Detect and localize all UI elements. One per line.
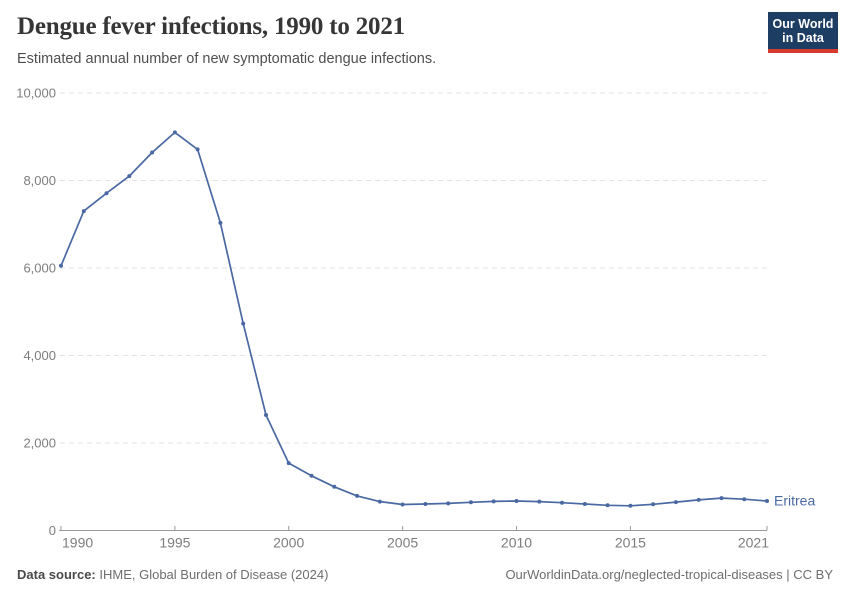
- x-tick-label: 2015: [615, 535, 646, 551]
- data-point: [651, 502, 656, 507]
- data-point: [582, 502, 587, 506]
- data-point: [765, 499, 769, 503]
- data-point: [241, 321, 246, 326]
- data-point: [81, 209, 86, 214]
- owid-logo-line2: in Data: [782, 31, 824, 45]
- series-label: Eritrea: [774, 493, 815, 509]
- data-point: [195, 147, 200, 152]
- data-point: [560, 500, 564, 505]
- data-source-label: Data source:: [17, 567, 96, 582]
- data-point: [719, 496, 724, 501]
- x-tick-label: 2005: [387, 535, 418, 551]
- data-point: [286, 461, 291, 466]
- y-tick-label: 0: [49, 523, 56, 538]
- data-point: [127, 174, 132, 179]
- data-point: [673, 500, 678, 505]
- data-point: [377, 499, 382, 504]
- data-source: Data source: IHME, Global Burden of Dise…: [17, 567, 328, 582]
- y-tick-label: 2,000: [23, 436, 56, 451]
- data-point: [309, 473, 314, 478]
- x-tick-label: 2010: [501, 535, 532, 551]
- x-tick-label: 2021: [738, 535, 769, 551]
- data-point: [628, 503, 633, 508]
- chart-subtitle: Estimated annual number of new symptomat…: [17, 51, 437, 67]
- data-point: [537, 499, 542, 504]
- series-line: [60, 131, 768, 507]
- data-point: [514, 499, 519, 503]
- data-point: [104, 191, 109, 196]
- y-tick-label: 10,000: [16, 86, 56, 101]
- owid-logo: Our World in Data: [768, 12, 838, 53]
- x-tick-label: 1990: [62, 535, 93, 551]
- chart-footer: Data source: IHME, Global Burden of Dise…: [17, 567, 833, 582]
- data-point: [400, 502, 405, 507]
- data-point: [696, 497, 701, 502]
- data-point: [150, 150, 155, 155]
- y-tick-label: 6,000: [23, 261, 56, 276]
- x-tick-label: 2000: [273, 535, 304, 551]
- data-point: [218, 220, 223, 225]
- owid-logo-line1: Our World: [772, 17, 834, 31]
- data-point: [446, 501, 451, 506]
- x-tick-label: 1995: [159, 535, 190, 551]
- data-point: [355, 493, 360, 498]
- data-point: [491, 499, 496, 504]
- data-point: [742, 497, 747, 502]
- data-point: [172, 130, 177, 135]
- y-tick-label: 4,000: [23, 348, 56, 363]
- data-point: [423, 502, 428, 506]
- attribution-text: OurWorldinData.org/neglected-tropical-di…: [505, 567, 833, 582]
- y-tick-label: 8,000: [23, 173, 56, 188]
- data-point: [605, 503, 610, 508]
- data-point: [59, 263, 63, 268]
- page-title: Dengue fever infections, 1990 to 2021: [17, 13, 405, 40]
- data-source-text: IHME, Global Burden of Disease (2024): [95, 567, 329, 582]
- data-point: [468, 500, 473, 505]
- data-point: [332, 484, 337, 489]
- data-point: [264, 413, 268, 417]
